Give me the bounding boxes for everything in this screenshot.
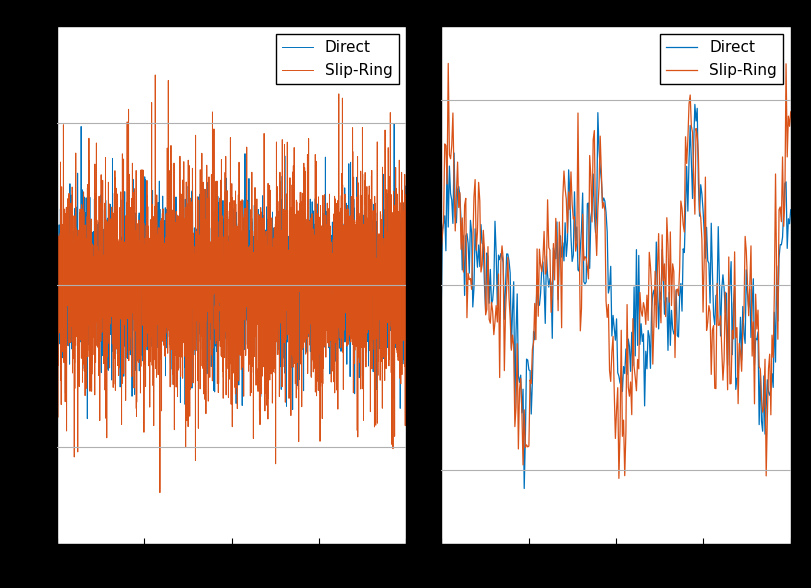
- Legend: Direct, Slip-Ring: Direct, Slip-Ring: [660, 34, 783, 84]
- Direct: [395, 255, 405, 262]
- Direct: [786, 206, 796, 213]
- Direct: [52, 261, 62, 268]
- Slip-Ring: [150, 72, 160, 79]
- Slip-Ring: [52, 290, 62, 297]
- Direct: [113, 259, 122, 266]
- Direct: [437, 226, 447, 233]
- Legend: Direct, Slip-Ring: Direct, Slip-Ring: [276, 34, 399, 84]
- Direct: [756, 366, 766, 373]
- Direct: [436, 306, 446, 313]
- Line: Direct: Direct: [441, 105, 791, 489]
- Direct: [651, 239, 661, 246]
- Slip-Ring: [113, 290, 122, 298]
- Direct: [389, 120, 399, 127]
- Slip-Ring: [155, 489, 165, 496]
- Direct: [83, 415, 92, 422]
- Slip-Ring: [444, 60, 453, 67]
- Slip-Ring: [187, 309, 196, 316]
- Direct: [690, 101, 700, 108]
- Slip-Ring: [653, 265, 663, 272]
- Direct: [201, 288, 211, 295]
- Direct: [519, 485, 529, 492]
- Slip-Ring: [646, 287, 656, 294]
- Slip-Ring: [401, 340, 411, 348]
- Slip-Ring: [614, 475, 624, 482]
- Slip-Ring: [786, 108, 796, 115]
- Slip-Ring: [756, 366, 766, 373]
- Slip-Ring: [646, 263, 655, 270]
- Direct: [646, 365, 655, 372]
- Direct: [645, 333, 654, 340]
- Direct: [733, 375, 743, 382]
- Slip-Ring: [395, 310, 405, 318]
- Line: Slip-Ring: Slip-Ring: [441, 64, 791, 479]
- Slip-Ring: [201, 270, 211, 278]
- Slip-Ring: [436, 246, 446, 253]
- Direct: [357, 263, 367, 270]
- Line: Slip-Ring: Slip-Ring: [57, 75, 406, 493]
- Direct: [401, 288, 411, 295]
- Direct: [186, 370, 195, 377]
- Slip-Ring: [357, 280, 367, 288]
- Slip-Ring: [92, 251, 101, 258]
- Line: Direct: Direct: [57, 123, 406, 419]
- Slip-Ring: [733, 400, 743, 407]
- Slip-Ring: [437, 233, 447, 240]
- Direct: [92, 303, 101, 310]
